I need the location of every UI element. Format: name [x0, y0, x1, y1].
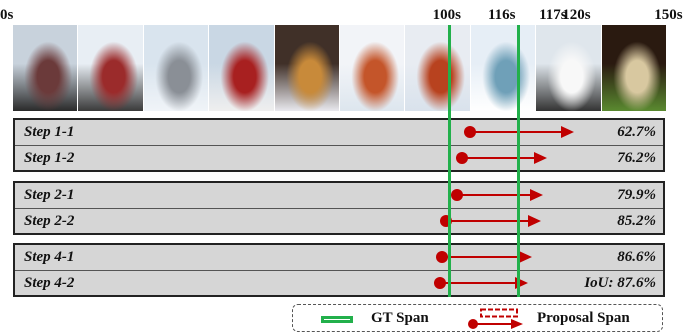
iou-value: 86.6% — [617, 249, 656, 265]
step-row: Step 2-1 79.9% — [15, 183, 663, 208]
proposal-end-arrowhead — [530, 189, 544, 201]
proposal-start-dot — [433, 276, 446, 289]
frame-dog-sled-red — [209, 25, 275, 111]
iou-value: 85.2% — [617, 212, 656, 229]
iou-value: 76.2% — [617, 149, 656, 166]
legend: GT Span Proposal Span — [292, 304, 663, 332]
timeline-tick: 117s — [539, 7, 567, 23]
proposal-span-line — [439, 281, 521, 284]
step-label: Step 2-1 — [24, 187, 75, 203]
iou-value: 62.7% — [617, 124, 656, 140]
proposal-start-dot — [455, 151, 468, 164]
gt-span-legend-label: GT Span — [371, 310, 429, 326]
proposal-end-arrowhead — [534, 151, 548, 164]
video-frame-strip — [13, 25, 668, 111]
frame-husky-close — [340, 25, 406, 111]
iou-value: 79.9% — [617, 187, 656, 203]
proposal-span-line — [446, 219, 534, 222]
proposal-span-legend-icon — [468, 308, 523, 329]
step-row: Step 4-2 IoU: 87.6% — [15, 269, 663, 295]
proposal-span-line — [457, 194, 537, 196]
gt-span-legend-icon — [321, 316, 353, 323]
frame-husky-red — [405, 25, 471, 111]
proposal-span-legend-label: Proposal Span — [537, 310, 630, 326]
step-label: Step 4-1 — [24, 249, 75, 265]
step-row: Step 1-2 76.2% — [15, 144, 663, 170]
step-group: Step 4-1 86.6% Step 4-2 IoU: 87.6% — [13, 243, 665, 297]
timeline-tick: 116s — [487, 7, 516, 23]
proposal-end-arrowhead — [527, 214, 541, 227]
proposal-end-arrowhead — [560, 126, 574, 138]
frame-forest-sled — [143, 25, 210, 111]
proposal-span-line — [441, 256, 526, 258]
step-label: Step 1-1 — [24, 124, 75, 140]
frame-person-jacket — [78, 25, 144, 111]
gt-span-end-line — [517, 25, 521, 297]
proposal-start-dot — [440, 214, 453, 227]
timeline-tick: 150s — [654, 7, 683, 23]
gt-span-start-line — [447, 25, 451, 297]
proposal-end-arrowhead — [519, 251, 533, 263]
frame-white-car — [536, 25, 602, 111]
proposal-start-dot — [451, 189, 464, 201]
timeline-tick: 0s — [0, 7, 14, 23]
timeline-tick: 100s — [432, 7, 461, 23]
step-row: Step 1-1 62.7% — [15, 120, 663, 145]
frame-snow-river — [470, 25, 537, 111]
step-label: Step 1-2 — [24, 149, 75, 166]
step-group: Step 1-1 62.7% Step 1-2 76.2% — [13, 118, 665, 172]
frame-person-snow — [13, 25, 79, 111]
proposal-start-dot — [435, 251, 448, 263]
proposal-span-line — [461, 156, 541, 159]
timeline-tick: 120s — [562, 7, 591, 23]
iou-value: IoU: 87.6% — [584, 274, 656, 291]
step-label: Step 2-2 — [24, 212, 75, 229]
frame-food-plate — [601, 25, 668, 111]
proposal-start-dot — [464, 126, 477, 138]
step-label: Step 4-2 — [24, 274, 75, 291]
step-row: Step 4-1 86.6% — [15, 245, 663, 270]
frame-dogs-running — [274, 25, 341, 111]
step-row: Step 2-2 85.2% — [15, 207, 663, 233]
step-group: Step 2-1 79.9% Step 2-2 85.2% — [13, 181, 665, 235]
